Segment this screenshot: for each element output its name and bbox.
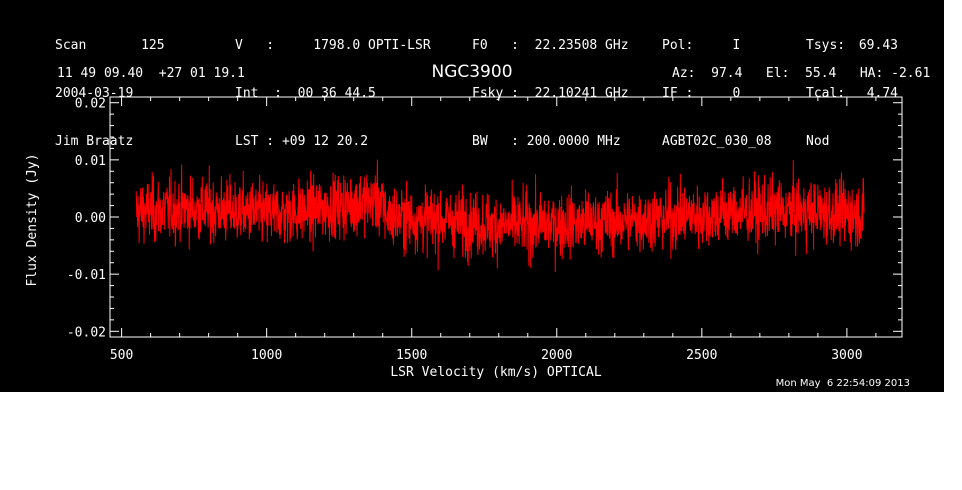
y-axis-label: Flux Density (Jy) (25, 153, 40, 286)
y-tick-label: -0.01 (67, 268, 106, 283)
source-name: NGC3900 (431, 62, 513, 82)
source-coordinates: 11 49 09.40 +27 01 19.1 (57, 66, 245, 81)
x-tick-label: 2000 (541, 348, 572, 363)
spectrum-chart: 500 1000 1500 2000 2500 3000 0.02 0.01 0.00 -0.01… (25, 96, 903, 380)
x-tick-label: 1500 (396, 348, 427, 363)
y-tick-label: 0.02 (75, 97, 106, 112)
lst-line: LST : +09 12 20.2 (235, 134, 369, 149)
plot-timestamp: Mon May 6 22:54:09 2013 (775, 378, 910, 389)
tsys-value: 69.43 (858, 38, 898, 53)
y-tick-label: -0.02 (67, 325, 106, 340)
project-line: AGBT02C_030_08 (662, 134, 772, 149)
x-tick-label: 3000 (831, 348, 862, 363)
scan-line: Scan 125 (55, 38, 165, 53)
pol-line: Pol: I (662, 38, 741, 53)
tsys-label: Tsys: (806, 38, 846, 53)
bandwidth-line: BW : 200.0000 MHz (472, 134, 621, 149)
x-tick-label: 500 (110, 348, 133, 363)
y-tick-label: 0.01 (75, 154, 106, 169)
y-tick-label: 0.00 (75, 211, 106, 226)
rest-freq-line: F0 : 22.23508 GHz (472, 38, 629, 53)
x-axis-label: LSR Velocity (km/s) OPTICAL (390, 365, 601, 380)
nod-label: Nod (806, 134, 830, 149)
header-col-pol: Pol: I IF : 0 AGBT02C_030_08 (662, 6, 772, 166)
x-tick-label: 2500 (686, 348, 717, 363)
axis-ticks: 500 1000 1500 2000 2500 3000 0.02 0.01 0.00 -0.01… (67, 97, 902, 363)
pointing-info: Az: 97.4 El: 55.4 HA: -2.61 (672, 66, 931, 81)
spectrum-series (135, 159, 865, 273)
spectrum-line (135, 159, 865, 273)
x-tick-label: 1000 (251, 348, 282, 363)
velocity-line: V : 1798.0 OPTI-LSR (235, 38, 431, 53)
plot-panel (0, 0, 944, 392)
